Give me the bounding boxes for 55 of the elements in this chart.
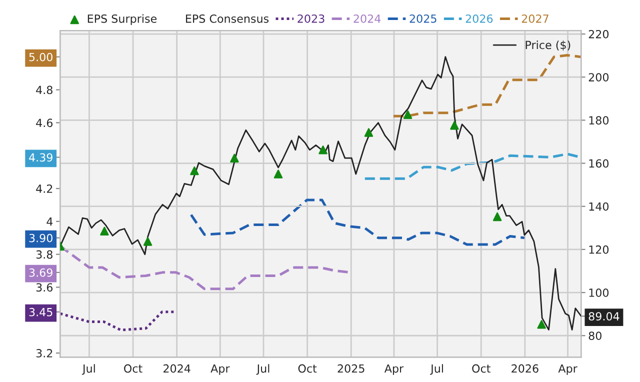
point xyxy=(274,170,283,178)
y-tick-label: 3.90 xyxy=(29,234,52,242)
legend-label: Price ($) xyxy=(526,40,570,51)
y-tick-label: 3.6 xyxy=(36,283,53,292)
y2-tick-label: 80 xyxy=(588,332,602,340)
legend-label: 2027 xyxy=(522,14,548,23)
point xyxy=(364,128,374,137)
x-tick-label: 2024 xyxy=(164,364,190,373)
point xyxy=(100,226,109,236)
legend-label: 2024 xyxy=(354,14,381,23)
point xyxy=(492,212,502,222)
x-tick-label: Oct xyxy=(472,364,490,373)
line-series xyxy=(392,54,582,118)
point xyxy=(190,166,199,176)
line-series xyxy=(60,56,582,331)
point xyxy=(230,154,239,162)
x-tick-label: Apr xyxy=(384,364,404,375)
x-tick-label: 2026 xyxy=(512,364,538,373)
legend-label: EPS Surprise xyxy=(88,14,157,26)
legend-label: 2023 xyxy=(298,14,324,23)
line-series xyxy=(190,198,526,246)
y-tick-label: 4.39 xyxy=(29,153,52,162)
y-tick-label: 3.8 xyxy=(36,250,52,259)
x-tick-label: Jul xyxy=(82,364,95,375)
y-tick-label: 4.2 xyxy=(36,184,52,193)
point xyxy=(450,120,459,130)
x-tick-label: Jul xyxy=(430,364,443,375)
y2-tick-label: 140 xyxy=(589,202,609,211)
y2-tick-label: 100 xyxy=(589,288,609,297)
x-tick-label: Oct xyxy=(298,364,317,373)
legend-label: 2026 xyxy=(466,14,493,23)
legend-title: EPS Consensus xyxy=(186,14,269,23)
y-tick-label: 4 xyxy=(46,218,53,226)
y2-tick-label: 180 xyxy=(589,116,609,125)
y-tick-label: 4.8 xyxy=(36,86,52,94)
y2-tick-label: 89.04 xyxy=(588,312,620,321)
x-tick-label: Oct xyxy=(124,364,142,373)
x-tick-label: 2025 xyxy=(338,364,364,373)
point xyxy=(537,320,546,329)
x-tick-label: Jul xyxy=(256,364,270,375)
point xyxy=(403,110,412,119)
y2-tick-label: 220 xyxy=(588,30,609,38)
point xyxy=(143,237,152,246)
x-tick-label: Apr xyxy=(210,364,230,375)
x-tick-label: Apr xyxy=(558,364,578,375)
y-tick-label: 5.00 xyxy=(29,52,52,62)
y2-tick-label: 120 xyxy=(589,245,609,254)
legend-label: 2025 xyxy=(410,14,436,23)
y-tick-label: 3.2 xyxy=(36,349,52,358)
y-tick-label: 4.6 xyxy=(36,118,53,128)
point xyxy=(318,146,328,154)
y-tick-label: 3.45 xyxy=(29,308,52,316)
y2-tick-label: 160 xyxy=(589,159,609,168)
y2-tick-label: 200 xyxy=(588,73,609,82)
y-tick-label: 3.69 xyxy=(29,268,52,277)
